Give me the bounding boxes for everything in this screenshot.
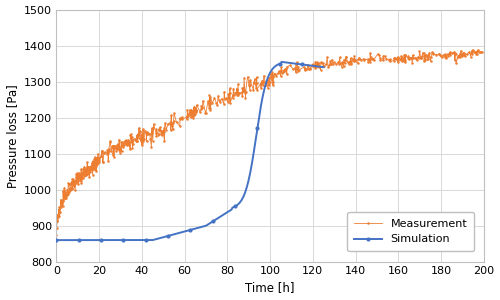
Y-axis label: Pressure loss [Pa]: Pressure loss [Pa]	[6, 84, 18, 188]
Simulation	[280, 60, 285, 64]
Measurement	[94, 159, 100, 163]
Simulation	[212, 218, 218, 221]
Measurement	[119, 143, 125, 147]
Simulation	[217, 215, 223, 219]
Simulation	[54, 238, 60, 242]
Simulation	[212, 218, 218, 222]
Measurement	[350, 57, 356, 61]
Measurement	[108, 139, 114, 143]
Legend: Measurement, Simulation: Measurement, Simulation	[348, 212, 474, 251]
X-axis label: Time [h]: Time [h]	[246, 281, 295, 294]
Line: Measurement: Measurement	[55, 48, 484, 236]
Measurement	[54, 233, 60, 237]
Measurement	[479, 50, 485, 54]
Simulation	[54, 238, 60, 242]
Simulation	[320, 65, 326, 69]
Simulation	[278, 60, 284, 64]
Measurement	[470, 48, 476, 51]
Measurement	[280, 70, 286, 74]
Line: Simulation: Simulation	[54, 60, 326, 242]
Measurement	[424, 57, 430, 61]
Simulation	[296, 62, 302, 66]
